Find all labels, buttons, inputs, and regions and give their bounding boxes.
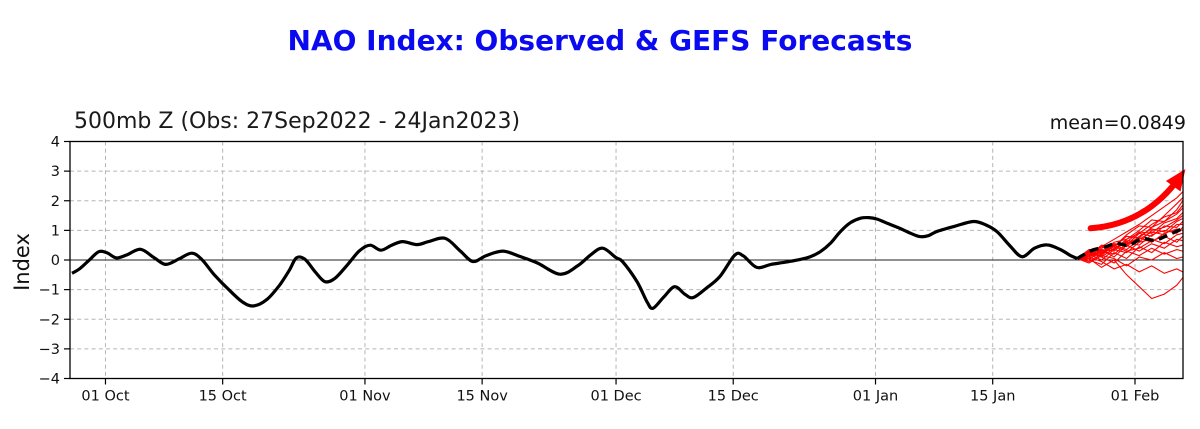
- x-tick-label: 15 Dec: [708, 389, 759, 405]
- ensemble-member-line: [1077, 257, 1183, 300]
- trend-arrowhead: [1165, 169, 1186, 192]
- ensemble-member-line: [1077, 228, 1183, 260]
- y-tick-label: −1: [39, 283, 60, 299]
- x-tick-label: 01 Jan: [853, 389, 898, 405]
- x-tick-label: 01 Oct: [81, 389, 129, 405]
- x-tick-label: 01 Dec: [590, 389, 641, 405]
- y-tick-label: −2: [39, 312, 60, 328]
- y-tick-label: 1: [51, 223, 60, 239]
- ensemble-member-line: [1076, 200, 1183, 259]
- ensemble-member-line: [1077, 256, 1183, 274]
- x-tick-label: 15 Oct: [199, 389, 247, 405]
- x-tick-label: 15 Jan: [970, 389, 1015, 405]
- trend-arrow: [1087, 173, 1184, 232]
- ensemble-member-line: [1077, 221, 1183, 260]
- y-tick-label: 0: [51, 253, 60, 269]
- x-tick-label: 01 Feb: [1111, 389, 1160, 405]
- mean-annotation: mean=0.0849: [1049, 112, 1186, 134]
- ensemble-member-line: [1077, 241, 1183, 266]
- chart-title: NAO Index: Observed & GEFS Forecasts: [287, 24, 913, 57]
- y-tick-label: 2: [51, 194, 60, 210]
- y-tick-label: 4: [51, 135, 60, 151]
- ensemble-member-line: [1077, 238, 1183, 260]
- ensemble-member-line: [1077, 235, 1183, 263]
- x-tick-label: 15 Nov: [456, 389, 508, 405]
- ensemble-mean-line: [1076, 227, 1183, 260]
- x-tick-label: 01 Nov: [339, 389, 391, 405]
- ensemble-member-line: [1076, 247, 1183, 264]
- axes-subtitle: 500mb Z (Obs: 27Sep2022 - 24Jan2023): [74, 109, 521, 134]
- observed-line: [71, 215, 1078, 311]
- y-tick-label: −4: [39, 372, 60, 388]
- y-tick-label: −3: [39, 342, 60, 358]
- y-tick-label: 3: [51, 164, 60, 180]
